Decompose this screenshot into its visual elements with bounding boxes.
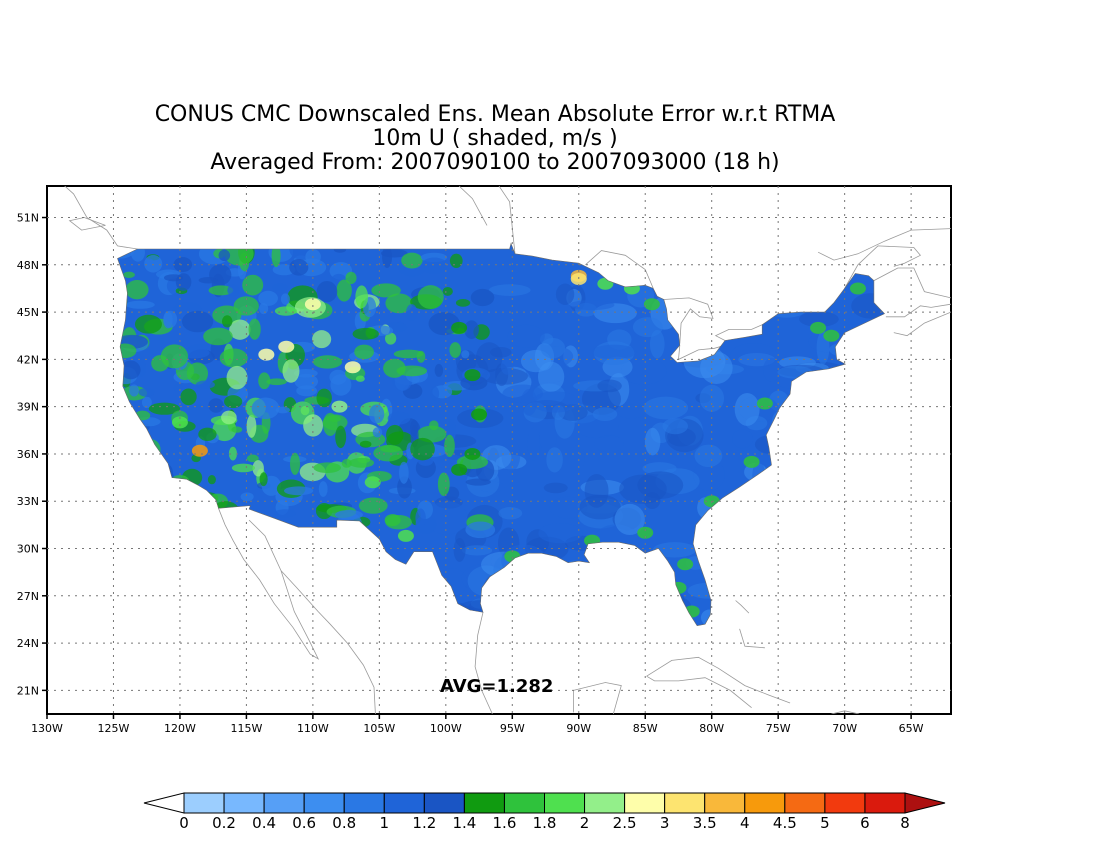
- lon-tick-label: 90W: [566, 722, 591, 735]
- lat-tick-label: 27N: [17, 590, 39, 603]
- map-title-line-2: 10m U ( shaded, m/s ): [372, 126, 618, 151]
- lon-tick-label: 130W: [31, 722, 63, 735]
- colorbar-box: [824, 792, 866, 814]
- colorbar-level-label: 0: [179, 814, 189, 832]
- colorbar-level-label: 6: [860, 814, 870, 832]
- colorbar-box: [263, 792, 305, 814]
- lat-tick-label: 36N: [17, 448, 39, 461]
- colorbar-box: [343, 792, 385, 814]
- colorbar-level-label: 2.5: [612, 814, 637, 832]
- colorbar-level-label: 4.5: [772, 814, 797, 832]
- colorbar-box: [503, 792, 546, 814]
- colorbar-level-label: 5: [820, 814, 830, 832]
- lon-tick-label: 115W: [230, 722, 262, 735]
- colorbar-over-triangle: [904, 792, 946, 814]
- colorbar-level-label: 1: [379, 814, 390, 832]
- colorbar-level-label: 0.2: [212, 814, 236, 832]
- lon-tick-label: 100W: [430, 722, 462, 735]
- colorbar-level-label: 1.6: [492, 814, 517, 832]
- colorbar-box: [864, 792, 906, 814]
- colorbar-box: [463, 792, 505, 814]
- colorbar-level-label: 0.8: [332, 814, 357, 832]
- map-title-line-1: CONUS CMC Downscaled Ens. Mean Absolute …: [154, 102, 836, 127]
- colorbar-box: [784, 792, 826, 814]
- lat-tick-label: 24N: [17, 637, 39, 650]
- colorbar-level-label: 2: [579, 814, 590, 832]
- colorbar-box: [704, 792, 746, 814]
- map-title-line-3: Averaged From: 2007090100 to 2007093000 …: [210, 150, 780, 175]
- lon-tick-label: 125W: [98, 722, 130, 735]
- colorbar-under-triangle: [143, 792, 185, 814]
- colorbar-level-label: 1.8: [532, 814, 557, 832]
- colorbar-level-label: 4: [739, 814, 750, 832]
- axis-ticks: 130W 125W 120W 115W 110W 105W 100W 95W 90W 85W 80W…: [17, 212, 924, 735]
- lat-tick-label: 30N: [17, 543, 39, 556]
- lat-tick-label: 21N: [17, 684, 39, 697]
- lat-tick-label: 48N: [17, 259, 39, 272]
- lon-tick-label: 80W: [699, 722, 724, 735]
- colorbar-box: [183, 792, 225, 814]
- colorbar-box: [624, 792, 666, 814]
- lon-tick-label: 85W: [633, 722, 658, 735]
- colorbar-level-label: 0.6: [292, 814, 317, 832]
- colorbar-level-label: 1.4: [452, 814, 477, 832]
- lat-tick-label: 42N: [17, 353, 39, 366]
- lon-tick-label: 65W: [899, 722, 924, 735]
- lon-tick-label: 110W: [297, 722, 329, 735]
- colorbar-box: [303, 792, 345, 814]
- colorbar-box: [584, 792, 626, 814]
- lon-tick-label: 75W: [766, 722, 791, 735]
- lat-tick-label: 45N: [17, 306, 39, 319]
- colorbar-level-label: 8: [900, 814, 910, 832]
- colorbar-box: [664, 792, 706, 814]
- colorbar-box: [223, 792, 265, 814]
- lon-tick-label: 70W: [832, 722, 857, 735]
- colorbar-level-label: 3: [659, 814, 670, 832]
- lat-tick-label: 39N: [17, 401, 39, 414]
- lon-tick-label: 95W: [500, 722, 525, 735]
- lon-tick-label: 120W: [164, 722, 196, 735]
- colorbar-level-label: 0.4: [252, 814, 277, 832]
- colorbar-level-label: 3.5: [692, 814, 717, 832]
- colorbar-level-label: 1.2: [412, 814, 437, 832]
- colorbar-box: [744, 792, 786, 814]
- lat-tick-label: 33N: [17, 495, 39, 508]
- average-label: AVG=1.282: [440, 676, 554, 697]
- colorbar: [143, 792, 946, 814]
- lat-tick-label: 51N: [17, 212, 39, 225]
- colorbar-box: [544, 792, 586, 814]
- lon-tick-label: 105W: [363, 722, 395, 735]
- colorbar-box: [423, 792, 465, 814]
- colorbar-box: [383, 792, 425, 814]
